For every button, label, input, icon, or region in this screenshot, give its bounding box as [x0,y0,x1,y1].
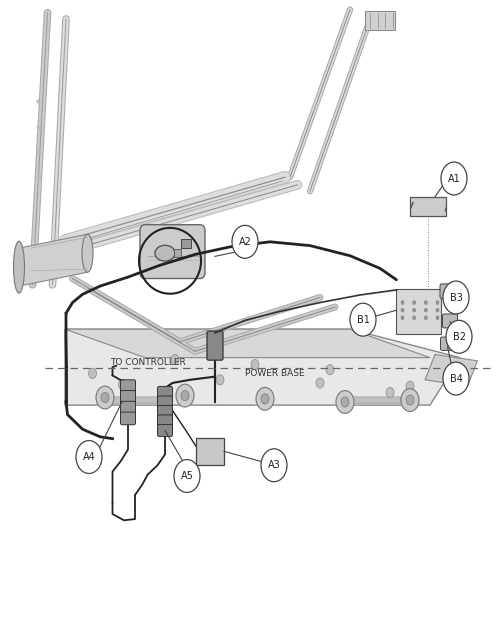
Circle shape [341,397,349,407]
Circle shape [261,394,269,404]
FancyBboxPatch shape [158,386,172,399]
Circle shape [174,460,200,492]
Circle shape [401,316,404,320]
Ellipse shape [82,234,93,272]
Circle shape [118,380,126,390]
Circle shape [326,365,334,375]
Circle shape [424,308,428,312]
Circle shape [101,392,109,403]
Circle shape [232,225,258,258]
Text: A1: A1 [448,173,460,184]
Text: A2: A2 [238,237,252,247]
Circle shape [256,387,274,410]
Circle shape [251,360,259,370]
FancyBboxPatch shape [120,412,136,425]
FancyBboxPatch shape [440,284,456,298]
Circle shape [386,387,394,398]
Circle shape [436,316,439,320]
Circle shape [412,301,416,304]
FancyBboxPatch shape [207,331,223,360]
Circle shape [216,375,224,385]
Circle shape [181,391,189,401]
Bar [396,289,442,334]
Circle shape [406,381,414,391]
Circle shape [424,301,428,304]
Bar [174,249,181,257]
Circle shape [76,441,102,473]
Circle shape [401,308,404,312]
FancyBboxPatch shape [120,391,136,403]
Bar [181,239,191,248]
Circle shape [176,384,194,407]
Polygon shape [65,329,460,405]
Circle shape [261,449,287,482]
FancyBboxPatch shape [339,397,401,403]
Circle shape [401,389,419,411]
Bar [196,438,224,465]
Text: A4: A4 [82,452,96,462]
Polygon shape [425,354,478,386]
Circle shape [336,391,354,413]
FancyBboxPatch shape [158,396,172,408]
Circle shape [436,308,439,312]
Circle shape [401,301,404,304]
Text: A5: A5 [180,471,194,481]
Text: POWER BASE: POWER BASE [245,369,304,378]
FancyBboxPatch shape [158,424,172,437]
Text: A3: A3 [268,460,280,470]
Text: B4: B4 [450,373,462,384]
Text: B2: B2 [452,332,466,342]
Circle shape [441,162,467,195]
Circle shape [171,354,179,365]
Polygon shape [19,234,87,286]
FancyBboxPatch shape [120,380,136,392]
FancyBboxPatch shape [120,401,136,414]
Circle shape [350,303,376,336]
Circle shape [406,395,414,405]
Bar [410,197,446,216]
Circle shape [316,378,324,388]
FancyBboxPatch shape [99,397,161,403]
FancyBboxPatch shape [440,337,454,351]
FancyBboxPatch shape [158,406,172,418]
FancyBboxPatch shape [158,415,172,427]
Text: B1: B1 [356,315,370,325]
Text: TO CONTROLLER: TO CONTROLLER [110,358,186,367]
Circle shape [424,316,428,320]
Circle shape [412,316,416,320]
Circle shape [443,281,469,314]
Bar [365,11,395,30]
Circle shape [446,320,472,353]
Text: B3: B3 [450,292,462,303]
FancyBboxPatch shape [442,314,458,328]
Circle shape [436,301,439,304]
FancyBboxPatch shape [140,225,205,279]
Ellipse shape [14,241,24,293]
Polygon shape [65,329,430,358]
Circle shape [412,308,416,312]
Circle shape [96,386,114,409]
Circle shape [443,362,469,395]
Ellipse shape [155,245,175,261]
Circle shape [88,368,96,379]
